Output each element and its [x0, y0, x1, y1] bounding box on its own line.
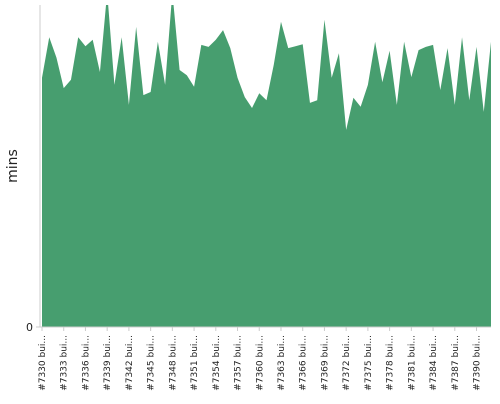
x-tick-label: #7333 bui...	[60, 335, 70, 391]
x-tick-label: #7375 bui...	[364, 335, 374, 391]
x-tick-label: #7387 bui...	[451, 335, 461, 391]
x-tick-label: #7363 bui...	[277, 335, 287, 391]
x-tick-label: #7330 bui...	[38, 335, 48, 391]
x-tick-label: #7342 bui...	[125, 335, 135, 391]
x-tick-label: #7378 bui...	[386, 335, 396, 391]
x-tick-label: #7357 bui...	[234, 335, 244, 391]
x-tick-label: #7351 bui...	[190, 335, 200, 391]
x-tick-label: #7369 bui...	[320, 335, 330, 391]
y-axis-label: mins	[5, 149, 21, 183]
x-tick-label: #7372 bui...	[342, 335, 352, 391]
x-tick-label: #7339 bui...	[103, 335, 113, 391]
x-tick-label: #7348 bui...	[168, 335, 178, 391]
area	[42, 5, 491, 327]
x-tick-label: #7390 bui...	[473, 335, 483, 391]
y-tick-label: 0	[26, 321, 33, 334]
x-tick-label: #7381 bui...	[407, 335, 417, 391]
x-tick-label: #7354 bui...	[212, 335, 222, 391]
x-tick-label: #7384 bui...	[429, 335, 439, 391]
x-tick-label: #7336 bui...	[81, 335, 91, 391]
x-tick-label: #7345 bui...	[147, 335, 157, 391]
x-tick-label: #7366 bui...	[299, 335, 309, 391]
x-tick-label: #7360 bui...	[255, 335, 265, 391]
